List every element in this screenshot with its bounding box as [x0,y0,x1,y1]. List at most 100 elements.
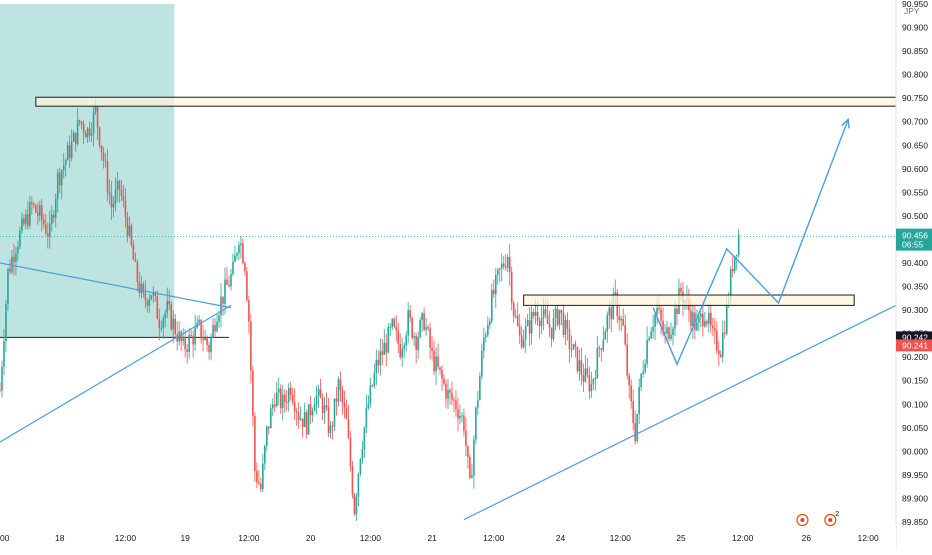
candle-body [283,394,286,402]
candle-body [584,368,587,382]
candle-body [140,284,143,293]
candle-body [234,255,236,262]
candle-body [367,404,370,409]
candle-body [729,268,732,301]
time-axis [0,526,896,550]
candle-body [526,320,529,326]
y-tick-label: 90.700 [902,117,928,127]
candle-body [289,388,292,396]
y-tick-label: 90.950 [902,0,928,9]
candle-body [670,334,672,339]
candle-body [50,214,53,224]
candle-body [242,243,244,264]
y-tick-label: 90.900 [902,23,928,33]
candle-body [485,335,487,338]
candle-body [520,335,523,348]
candle-body [319,388,322,399]
trendline [463,304,897,521]
candle-body [192,335,194,345]
candle-body [487,325,489,336]
candle-body [566,320,569,329]
candle-body [592,379,595,385]
candle-body [508,257,511,273]
price-tag-value: 90.241 [902,340,928,350]
candle-body [496,269,499,276]
event-marker-2-dot [828,518,833,522]
candle-body [437,356,439,368]
candle-body [162,318,165,329]
candle-body [690,310,692,327]
candle-body [471,475,473,478]
projection-arrowhead [841,117,850,129]
candle-body [409,310,411,319]
candle-body [556,308,559,325]
trendline [0,262,232,309]
y-tick-label: 90.300 [902,305,928,315]
candle-body [68,145,71,159]
y-tick-label: 90.750 [902,93,928,103]
candle-body [164,312,167,319]
candle-body [373,372,376,386]
candle-body [74,132,77,145]
candle-body [204,337,206,341]
candle-body [712,325,714,329]
highlight-zone [0,4,175,338]
x-tick-label: 12:00 [360,533,382,543]
candle-body [56,172,59,200]
candle-body [80,121,83,125]
candle-body [60,170,63,186]
candle-body [190,334,192,336]
candle-body [3,341,5,367]
candle-body [423,313,425,330]
candle-body [415,336,417,351]
candle-body [132,244,135,260]
y-tick-label: 90.850 [902,46,928,56]
candle-body [733,256,736,272]
candle-body [443,378,445,384]
candle-body [618,316,621,321]
candle-body [269,408,272,429]
candle-body [138,282,141,293]
candle-body [180,331,182,342]
candle-body [652,326,654,332]
candle-body [725,303,728,334]
candle-body [41,205,43,220]
candle-body [463,415,465,431]
candle-body [0,390,1,392]
candle-body [622,318,625,326]
y-tick-label: 90.600 [902,164,928,174]
candle-body [710,312,712,326]
candle-body [293,402,296,412]
candle-body [532,311,535,316]
candle-body [407,310,409,336]
candle-body [307,404,310,435]
candle-body [5,303,7,342]
candle-body [524,325,527,340]
candle-body [737,234,740,256]
candle-body [612,294,615,320]
y-tick-label: 90.150 [902,376,928,386]
candle-body [166,300,169,313]
x-tick-label: 18 [55,533,65,543]
candle-body [357,473,360,497]
candle-body [514,315,517,317]
candle-body [311,410,314,416]
candle-body [445,383,447,399]
candle-body [455,400,457,410]
candle-body [632,401,634,424]
candle-body [90,133,93,136]
candle-body [598,347,601,349]
candle-body [273,404,276,407]
candle-body [578,360,581,372]
y-tick-label: 89.950 [902,470,928,480]
currency-label: JPY [904,6,920,16]
candle-body [170,304,173,330]
candle-body [353,494,356,514]
candle-body [554,308,557,318]
candle-body [644,363,646,372]
candle-body [506,257,509,268]
candle-body [361,449,364,459]
candle-body [17,246,19,254]
